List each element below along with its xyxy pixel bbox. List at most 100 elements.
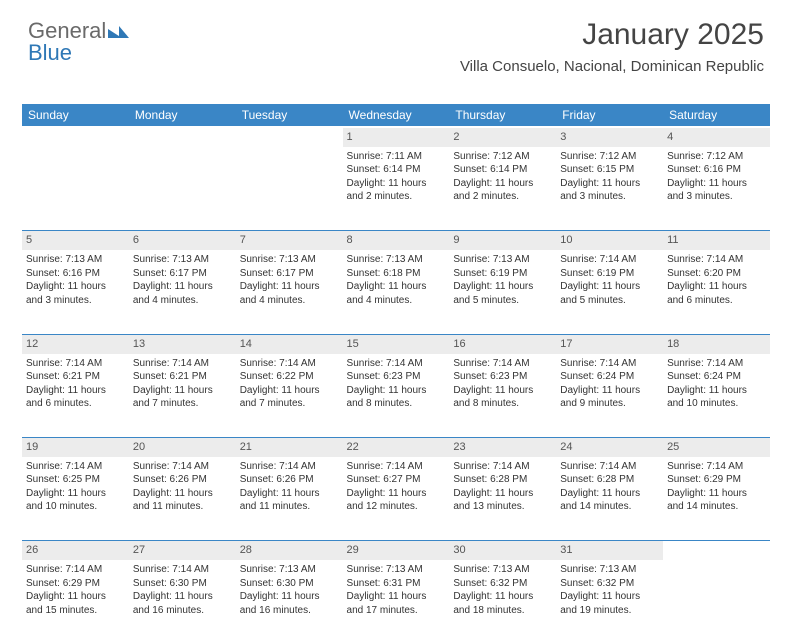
sunset-text: Sunset: 6:24 PM xyxy=(560,370,659,384)
sunrise-text: Sunrise: 7:14 AM xyxy=(26,357,125,371)
daylight-text: Daylight: 11 hours and 9 minutes. xyxy=(560,384,659,411)
day-number: 24 xyxy=(556,438,663,457)
daylight-text: Daylight: 11 hours and 8 minutes. xyxy=(347,384,446,411)
sunset-text: Sunset: 6:27 PM xyxy=(347,473,446,487)
day-number: 9 xyxy=(449,231,556,250)
daylight-text: Daylight: 11 hours and 5 minutes. xyxy=(453,280,552,307)
sunrise-text: Sunrise: 7:13 AM xyxy=(240,253,339,267)
sunrise-text: Sunrise: 7:13 AM xyxy=(560,563,659,577)
day-number: 17 xyxy=(556,334,663,353)
day-number-row: 1234 xyxy=(22,127,770,147)
day-cell: Sunrise: 7:14 AMSunset: 6:23 PMDaylight:… xyxy=(343,354,450,438)
sunset-text: Sunset: 6:28 PM xyxy=(453,473,552,487)
day-content-row: Sunrise: 7:11 AMSunset: 6:14 PMDaylight:… xyxy=(22,147,770,231)
day-number: 29 xyxy=(343,541,450,560)
weekday-header: Monday xyxy=(129,104,236,127)
daylight-text: Daylight: 11 hours and 4 minutes. xyxy=(133,280,232,307)
day-number: 30 xyxy=(449,541,556,560)
day-number: 20 xyxy=(129,438,236,457)
day-cell: Sunrise: 7:14 AMSunset: 6:21 PMDaylight:… xyxy=(129,354,236,438)
daylight-text: Daylight: 11 hours and 15 minutes. xyxy=(26,590,125,617)
day-number: 10 xyxy=(556,231,663,250)
weekday-header: Saturday xyxy=(663,104,770,127)
day-cell: Sunrise: 7:13 AMSunset: 6:30 PMDaylight:… xyxy=(236,560,343,644)
sunset-text: Sunset: 6:14 PM xyxy=(453,163,552,177)
sunrise-text: Sunrise: 7:14 AM xyxy=(667,460,766,474)
day-content-row: Sunrise: 7:14 AMSunset: 6:25 PMDaylight:… xyxy=(22,457,770,541)
daylight-text: Daylight: 11 hours and 10 minutes. xyxy=(26,487,125,514)
day-content-row: Sunrise: 7:13 AMSunset: 6:16 PMDaylight:… xyxy=(22,250,770,334)
sunset-text: Sunset: 6:32 PM xyxy=(560,577,659,591)
day-number: 27 xyxy=(129,541,236,560)
day-cell: Sunrise: 7:14 AMSunset: 6:19 PMDaylight:… xyxy=(556,250,663,334)
sunrise-text: Sunrise: 7:14 AM xyxy=(26,563,125,577)
day-number: 19 xyxy=(22,438,129,457)
empty-cell xyxy=(22,147,129,231)
day-cell: Sunrise: 7:14 AMSunset: 6:20 PMDaylight:… xyxy=(663,250,770,334)
sunset-text: Sunset: 6:17 PM xyxy=(240,267,339,281)
sunrise-text: Sunrise: 7:14 AM xyxy=(347,460,446,474)
sunrise-text: Sunrise: 7:14 AM xyxy=(133,460,232,474)
daylight-text: Daylight: 11 hours and 7 minutes. xyxy=(133,384,232,411)
sunrise-text: Sunrise: 7:14 AM xyxy=(133,357,232,371)
empty-cell xyxy=(22,127,129,147)
header: January 2025 Villa Consuelo, Nacional, D… xyxy=(460,18,764,75)
empty-cell xyxy=(236,147,343,231)
day-number-row: 19202122232425 xyxy=(22,438,770,457)
daylight-text: Daylight: 11 hours and 10 minutes. xyxy=(667,384,766,411)
day-number: 23 xyxy=(449,438,556,457)
day-cell: Sunrise: 7:12 AMSunset: 6:15 PMDaylight:… xyxy=(556,147,663,231)
empty-cell xyxy=(236,127,343,147)
sunrise-text: Sunrise: 7:14 AM xyxy=(347,357,446,371)
sunset-text: Sunset: 6:17 PM xyxy=(133,267,232,281)
day-number: 8 xyxy=(343,231,450,250)
empty-cell xyxy=(663,541,770,560)
daylight-text: Daylight: 11 hours and 11 minutes. xyxy=(133,487,232,514)
day-cell: Sunrise: 7:14 AMSunset: 6:26 PMDaylight:… xyxy=(129,457,236,541)
daylight-text: Daylight: 11 hours and 3 minutes. xyxy=(560,177,659,204)
day-number: 13 xyxy=(129,334,236,353)
sunrise-text: Sunrise: 7:13 AM xyxy=(26,253,125,267)
day-content-row: Sunrise: 7:14 AMSunset: 6:21 PMDaylight:… xyxy=(22,354,770,438)
sunset-text: Sunset: 6:26 PM xyxy=(240,473,339,487)
day-cell: Sunrise: 7:14 AMSunset: 6:24 PMDaylight:… xyxy=(663,354,770,438)
sunrise-text: Sunrise: 7:14 AM xyxy=(560,253,659,267)
sunset-text: Sunset: 6:29 PM xyxy=(26,577,125,591)
day-cell: Sunrise: 7:14 AMSunset: 6:28 PMDaylight:… xyxy=(556,457,663,541)
sunset-text: Sunset: 6:26 PM xyxy=(133,473,232,487)
day-cell: Sunrise: 7:14 AMSunset: 6:21 PMDaylight:… xyxy=(22,354,129,438)
daylight-text: Daylight: 11 hours and 6 minutes. xyxy=(26,384,125,411)
sunrise-text: Sunrise: 7:13 AM xyxy=(347,563,446,577)
daylight-text: Daylight: 11 hours and 12 minutes. xyxy=(347,487,446,514)
sunset-text: Sunset: 6:15 PM xyxy=(560,163,659,177)
sunrise-text: Sunrise: 7:13 AM xyxy=(133,253,232,267)
day-number: 18 xyxy=(663,334,770,353)
day-number: 11 xyxy=(663,231,770,250)
calendar-table: SundayMondayTuesdayWednesdayThursdayFrid… xyxy=(22,104,770,644)
location-text: Villa Consuelo, Nacional, Dominican Repu… xyxy=(460,58,764,75)
day-number: 25 xyxy=(663,438,770,457)
daylight-text: Daylight: 11 hours and 2 minutes. xyxy=(347,177,446,204)
weekday-header: Sunday xyxy=(22,104,129,127)
sunset-text: Sunset: 6:18 PM xyxy=(347,267,446,281)
logo-text-blue: Blue xyxy=(28,40,72,65)
day-content-row: Sunrise: 7:14 AMSunset: 6:29 PMDaylight:… xyxy=(22,560,770,644)
sunrise-text: Sunrise: 7:14 AM xyxy=(133,563,232,577)
day-cell: Sunrise: 7:12 AMSunset: 6:16 PMDaylight:… xyxy=(663,147,770,231)
day-number: 6 xyxy=(129,231,236,250)
daylight-text: Daylight: 11 hours and 4 minutes. xyxy=(347,280,446,307)
day-number: 1 xyxy=(343,127,450,147)
sunset-text: Sunset: 6:22 PM xyxy=(240,370,339,384)
sunrise-text: Sunrise: 7:14 AM xyxy=(240,357,339,371)
brand-logo: General Blue xyxy=(28,20,129,64)
day-number: 14 xyxy=(236,334,343,353)
daylight-text: Daylight: 11 hours and 7 minutes. xyxy=(240,384,339,411)
daylight-text: Daylight: 11 hours and 3 minutes. xyxy=(667,177,766,204)
day-number: 16 xyxy=(449,334,556,353)
sunrise-text: Sunrise: 7:14 AM xyxy=(26,460,125,474)
daylight-text: Daylight: 11 hours and 16 minutes. xyxy=(133,590,232,617)
day-cell: Sunrise: 7:11 AMSunset: 6:14 PMDaylight:… xyxy=(343,147,450,231)
daylight-text: Daylight: 11 hours and 6 minutes. xyxy=(667,280,766,307)
sunset-text: Sunset: 6:20 PM xyxy=(667,267,766,281)
daylight-text: Daylight: 11 hours and 16 minutes. xyxy=(240,590,339,617)
